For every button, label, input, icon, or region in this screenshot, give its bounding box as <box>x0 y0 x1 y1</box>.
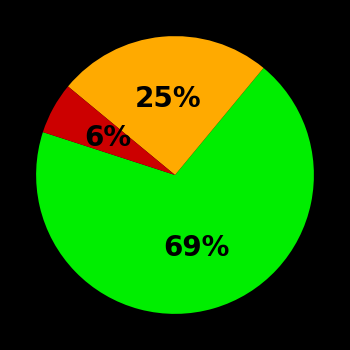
Wedge shape <box>43 86 175 175</box>
Text: 6%: 6% <box>84 124 132 152</box>
Text: 25%: 25% <box>134 85 201 113</box>
Text: 69%: 69% <box>163 234 230 262</box>
Wedge shape <box>36 68 314 314</box>
Wedge shape <box>68 36 264 175</box>
